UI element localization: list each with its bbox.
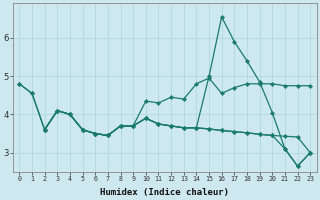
X-axis label: Humidex (Indice chaleur): Humidex (Indice chaleur)	[100, 188, 229, 197]
